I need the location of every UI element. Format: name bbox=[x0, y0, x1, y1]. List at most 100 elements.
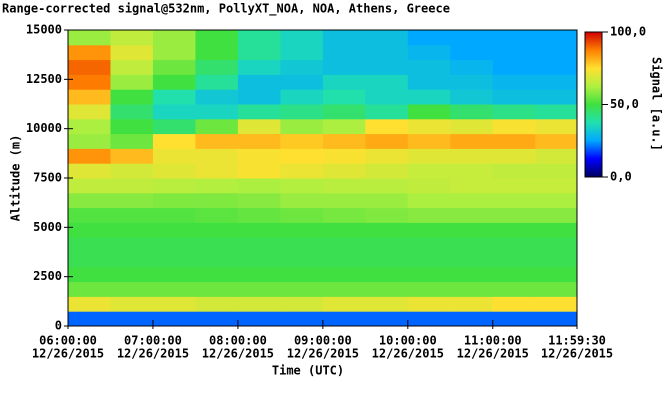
heatmap-cell bbox=[492, 296, 536, 312]
heatmap-cell bbox=[492, 148, 536, 164]
heatmap-cell bbox=[407, 192, 451, 209]
heatmap-cell bbox=[407, 133, 451, 149]
heatmap-cell bbox=[195, 118, 239, 135]
heatmap-cell bbox=[280, 148, 324, 164]
heatmap-cell bbox=[407, 163, 451, 179]
heatmap-cell bbox=[237, 44, 281, 61]
heatmap-cell bbox=[535, 252, 578, 268]
heatmap-cell bbox=[407, 74, 451, 90]
heatmap-cell bbox=[110, 281, 154, 297]
heatmap-cell bbox=[280, 311, 324, 327]
heatmap-cell bbox=[322, 281, 366, 297]
heatmap-cell bbox=[322, 118, 366, 135]
heatmap-cell bbox=[322, 148, 366, 164]
heatmap-cell bbox=[450, 178, 494, 194]
heatmap-cell bbox=[110, 178, 154, 194]
heatmap-cell bbox=[110, 74, 154, 90]
heatmap-cell bbox=[195, 311, 239, 327]
heatmap-cell bbox=[152, 59, 196, 75]
heatmap-cell bbox=[237, 207, 281, 223]
heatmap-cell bbox=[280, 44, 324, 61]
heatmap-cell bbox=[68, 266, 111, 283]
heatmap-cell bbox=[535, 133, 578, 149]
y-tick-label: 15000 bbox=[26, 23, 62, 37]
heatmap-cell bbox=[110, 296, 154, 312]
heatmap-cell bbox=[322, 30, 366, 46]
heatmap-cell bbox=[450, 266, 494, 283]
heatmap-cell bbox=[237, 178, 281, 194]
heatmap-cell bbox=[68, 178, 111, 194]
heatmap-cell bbox=[492, 252, 536, 268]
heatmap-cell bbox=[195, 252, 239, 268]
heatmap-cell bbox=[492, 237, 536, 253]
heatmap-cell bbox=[195, 104, 239, 120]
heatmap-cell bbox=[152, 311, 196, 327]
heatmap-cell bbox=[68, 296, 111, 312]
heatmap-cell bbox=[365, 178, 409, 194]
heatmap-cell bbox=[450, 311, 494, 327]
x-tick-label: 06:00:00 bbox=[39, 334, 97, 348]
heatmap-cell bbox=[450, 148, 494, 164]
x-tick-label: 11:59:30 bbox=[548, 334, 606, 348]
heatmap-cell bbox=[322, 311, 366, 327]
heatmap-cell bbox=[492, 207, 536, 223]
heatmap-cell bbox=[152, 266, 196, 283]
heatmap-cell bbox=[68, 148, 111, 164]
heatmap-cell bbox=[365, 311, 409, 327]
x-tick-label: 09:00:00 bbox=[294, 334, 352, 348]
heatmap-cell bbox=[492, 59, 536, 75]
heatmap-cell bbox=[450, 281, 494, 297]
heatmap-cell bbox=[152, 118, 196, 135]
x-tick-label: 07:00:00 bbox=[124, 334, 182, 348]
heatmap-cell bbox=[407, 222, 451, 238]
heatmap-cell bbox=[195, 281, 239, 297]
heatmap-cell bbox=[322, 74, 366, 90]
x-tick-label: 12/26/2015 bbox=[117, 347, 189, 361]
heatmap-cell bbox=[492, 44, 536, 61]
y-tick-label: 10000 bbox=[26, 121, 62, 135]
heatmap-cell bbox=[68, 192, 111, 209]
heatmap-cell bbox=[68, 30, 111, 46]
heatmap-cell bbox=[492, 89, 536, 105]
x-tick-label: 12/26/2015 bbox=[372, 347, 444, 361]
heatmap-cell bbox=[152, 207, 196, 223]
heatmap-cell bbox=[195, 59, 239, 75]
x-tick-label: 12/26/2015 bbox=[32, 347, 104, 361]
heatmap-cell bbox=[535, 148, 578, 164]
heatmap-cell bbox=[322, 237, 366, 253]
heatmap-cell bbox=[110, 59, 154, 75]
heatmap-cell bbox=[152, 89, 196, 105]
heatmap-cell bbox=[450, 133, 494, 149]
heatmap-cell bbox=[450, 74, 494, 90]
x-tick-label: 12/26/2015 bbox=[202, 347, 274, 361]
heatmap-cell bbox=[365, 59, 409, 75]
heatmap-cell bbox=[535, 192, 578, 209]
colorbar-tick-label: 100,0 bbox=[610, 25, 646, 39]
heatmap-cell bbox=[322, 104, 366, 120]
heatmap-cell bbox=[280, 222, 324, 238]
x-tick-label: 12/26/2015 bbox=[287, 347, 359, 361]
heatmap-cell bbox=[407, 104, 451, 120]
heatmap-cell bbox=[535, 266, 578, 283]
heatmap-cell bbox=[280, 104, 324, 120]
heatmap-cell bbox=[68, 163, 111, 179]
heatmap-cell bbox=[535, 237, 578, 253]
heatmap-cell bbox=[280, 163, 324, 179]
heatmap-cell bbox=[365, 252, 409, 268]
heatmap-cell bbox=[237, 296, 281, 312]
x-tick-label: 12/26/2015 bbox=[541, 347, 613, 361]
colorbar bbox=[584, 31, 603, 178]
heatmap-cell bbox=[237, 311, 281, 327]
heatmap-cell bbox=[365, 30, 409, 46]
heatmap-cell bbox=[365, 89, 409, 105]
heatmap-cell bbox=[535, 44, 578, 61]
heatmap-cell bbox=[280, 89, 324, 105]
heatmap-cell bbox=[280, 178, 324, 194]
heatmap-cell bbox=[322, 296, 366, 312]
heatmap-cell bbox=[492, 118, 536, 135]
y-tick-label: 7500 bbox=[33, 171, 62, 185]
heatmap-cell bbox=[195, 266, 239, 283]
y-tick-label: 12500 bbox=[26, 72, 62, 86]
heatmap-cell bbox=[195, 178, 239, 194]
